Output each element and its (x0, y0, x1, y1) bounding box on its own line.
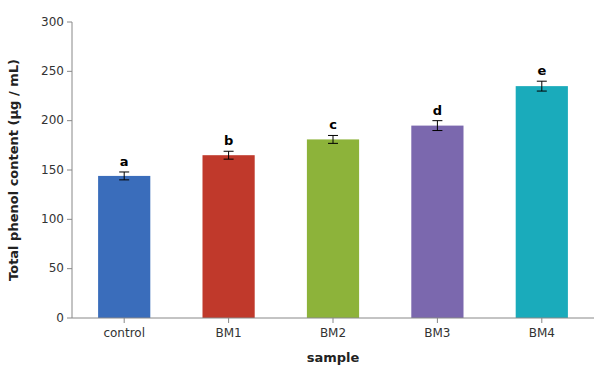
bar (98, 176, 150, 318)
error-bar-line (124, 172, 125, 180)
x-tick-label: BM3 (424, 326, 450, 340)
y-tick (67, 219, 72, 220)
y-tick-label: 200 (41, 113, 64, 127)
significance-label: d (433, 103, 442, 118)
error-bar-cap (119, 179, 129, 180)
error-bar-line (333, 135, 334, 143)
y-tick-label: 300 (41, 15, 64, 29)
error-bar (432, 121, 442, 131)
x-axis-label: sample (307, 350, 360, 365)
x-tick (437, 318, 438, 323)
error-bar-cap (328, 135, 338, 136)
y-tick (67, 170, 72, 171)
error-bar-cap (328, 143, 338, 144)
y-tick-label: 0 (56, 311, 64, 325)
error-bar-line (228, 151, 229, 159)
error-bar-cap (432, 120, 442, 121)
y-tick-label: 250 (41, 64, 64, 78)
error-bar-cap (432, 130, 442, 131)
bar (203, 155, 255, 318)
error-bar-cap (537, 81, 547, 82)
chart-svg: 0 50 100 150 200 250 300 a b c d e control BM1 BM2 BM3 B… (0, 0, 614, 374)
x-tick-label: BM1 (215, 326, 241, 340)
y-axis-label: Total phenol content (μg / mL) (6, 59, 21, 281)
x-tick (541, 318, 542, 323)
error-bar-line (437, 121, 438, 131)
x-tick (124, 318, 125, 323)
bar (307, 139, 359, 318)
x-tick (228, 318, 229, 323)
x-tick (333, 318, 334, 323)
error-bar (224, 151, 234, 159)
y-tick (67, 120, 72, 121)
error-bar (119, 172, 129, 180)
y-tick (67, 71, 72, 72)
error-bar (537, 81, 547, 91)
chart-container: 0 50 100 150 200 250 300 a b c d e control BM1 BM2 BM3 B… (0, 0, 614, 374)
error-bar-cap (224, 159, 234, 160)
x-tick-label: control (103, 326, 145, 340)
y-tick-label: 50 (49, 261, 64, 275)
x-tick-label: BM4 (529, 326, 555, 340)
y-tick (67, 22, 72, 23)
bars (98, 81, 568, 318)
error-bar-cap (224, 151, 234, 152)
significance-label: c (329, 117, 337, 132)
error-bar (328, 135, 338, 143)
significance-label: e (537, 63, 546, 78)
x-tick-label: BM2 (320, 326, 346, 340)
bar (516, 86, 568, 318)
error-bar-cap (119, 171, 129, 172)
error-bar-cap (537, 91, 547, 92)
significance-label: a (120, 154, 129, 169)
y-tick-label: 100 (41, 212, 64, 226)
error-bar-line (541, 81, 542, 91)
y-tick (67, 318, 72, 319)
bar (411, 126, 463, 318)
significance-label: b (224, 133, 233, 148)
y-tick (67, 268, 72, 269)
y-tick-label: 150 (41, 163, 64, 177)
